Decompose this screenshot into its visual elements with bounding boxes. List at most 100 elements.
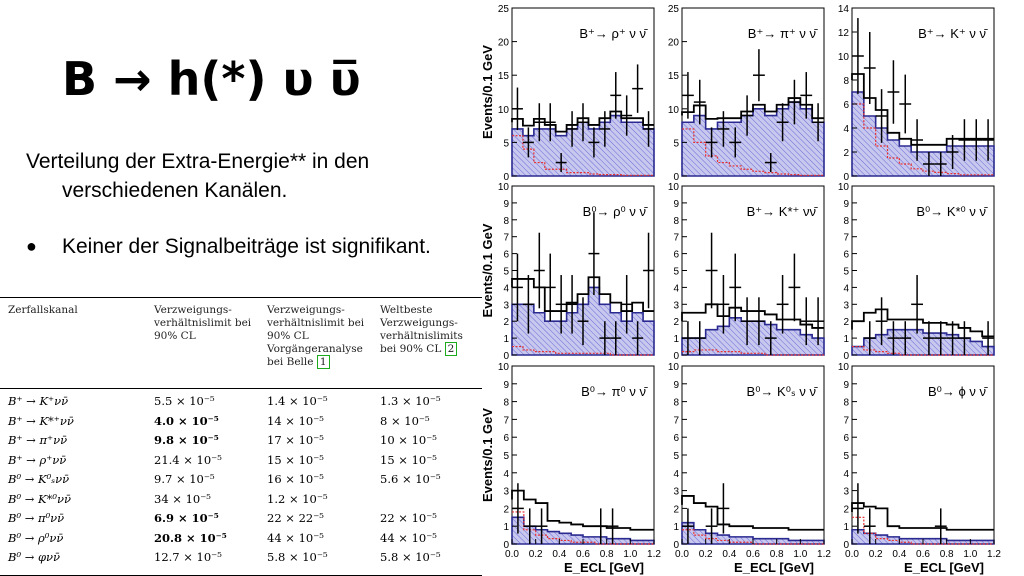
x-tick-label: 0.8: [940, 549, 954, 560]
intro-line-2: verschiedenen Kanälen.: [62, 179, 288, 202]
energy-distribution-figure: 0 5 10 15 20 25 B⁺→ ρ⁺ ν ν̄ Events/0.1 GeV 0 5 10 1…: [480, 0, 1024, 576]
y-tick-label: 0: [503, 172, 509, 183]
histogram-panel-6: 0 1 2 3 4 5 6 7 8 9 10 B⁰→ π⁰ ν ν̄ 0.0 0.2 0.4 0.6 0.8 1.…: [480, 362, 661, 575]
y-tick-label: 6: [843, 433, 849, 444]
y-tick-label: 5: [673, 451, 679, 462]
y-tick-label: 7: [503, 233, 509, 244]
signal-histogram: [512, 345, 654, 356]
y-tick-label: 10: [838, 362, 850, 373]
citation-link-1[interactable]: 1: [316, 355, 330, 369]
panel-title: B⁰→ ϕ ν ν̄: [928, 384, 988, 399]
y-tick-label: 9: [503, 199, 509, 210]
x-tick-label: 0.0: [675, 549, 689, 560]
y-tick-label: 4: [843, 283, 849, 294]
panel-title: B⁺→ K*⁺ νν̄: [747, 204, 818, 219]
y-tick-label: 8: [843, 216, 849, 227]
total-fit-line: [851, 308, 994, 338]
table-cell-previous: 22 × 22⁻⁵: [267, 511, 324, 525]
y-tick-label: 6: [843, 250, 849, 261]
panel-title: B⁰→ K⁰ₛ ν ν̄: [747, 384, 818, 399]
histogram-panel-2: 0 2 4 6 8 10 12 14 B⁺→ K⁺ ν ν̄: [838, 4, 995, 183]
table-cell-channel: B⁰ → π⁰νν̄: [8, 511, 65, 525]
y-tick-label: 0: [673, 172, 679, 183]
y-tick-label: 5: [673, 267, 679, 278]
table-cell-best: 22 × 10⁻⁵: [380, 511, 437, 525]
total-fit-line: [681, 495, 824, 531]
y-tick-label: 7: [843, 233, 849, 244]
y-tick-label: 6: [503, 433, 509, 444]
y-tick-label: 10: [498, 105, 510, 116]
table-cell-limit: 34 × 10⁻⁵: [154, 491, 211, 506]
table-cell-limit: 9.8 × 10⁻⁵: [154, 433, 219, 447]
y-tick-label: 1: [503, 522, 509, 533]
signal-histogram: [852, 516, 994, 545]
table-cell-previous: 17 × 10⁻⁵: [267, 433, 324, 447]
y-tick-label: 3: [673, 487, 679, 498]
table-cell-channel: B⁰ → K⁰ₛνν̄: [8, 472, 70, 486]
x-tick-label: 0.6: [746, 549, 760, 560]
panel-title: B⁰→ K*⁰ ν ν̄: [916, 204, 988, 219]
y-tick-label: 5: [673, 138, 679, 149]
signal-histogram: [852, 103, 994, 176]
y-tick-label: 0: [503, 540, 509, 551]
table-cell-best: 5.8 × 10⁻⁵: [380, 550, 441, 564]
y-tick-label: 5: [843, 451, 849, 462]
table-cell-channel: B⁰ → K*⁰νν̄: [8, 491, 71, 506]
x-axis-label: E_ECL [GeV]: [904, 560, 984, 575]
y-tick-label: 9: [673, 199, 679, 210]
y-tick-label: 2: [503, 504, 509, 515]
table-cell-limit: 4.0 × 10⁻⁵: [154, 413, 219, 428]
x-tick-label: 0.2: [869, 549, 883, 560]
histogram-panel-3: 0 1 2 3 4 5 6 7 8 9 10 B⁰→ ρ⁰ ν ν̄ Events/0.1 GeV: [480, 182, 655, 362]
y-tick-label: 10: [498, 182, 510, 193]
y-tick-label: 14: [838, 4, 850, 15]
intro-line-1: Verteilung der Extra-Energie** in den: [26, 150, 370, 173]
panel-title: B⁺→ π⁺ ν ν̄: [748, 26, 818, 41]
table-cell-previous: 1.2 × 10⁻⁵: [267, 491, 328, 506]
table-cell-channel: B⁺ → π⁺νν̄: [8, 433, 68, 447]
x-tick-label: 0.0: [845, 549, 859, 560]
y-tick-label: 4: [503, 469, 509, 480]
signal-histogram: [682, 529, 824, 545]
total-fit-line: [851, 73, 994, 146]
bullet-text: Keiner der Signalbeiträge ist signifikan…: [62, 235, 431, 258]
intro-text: Verteilung der Extra-Energie** in den ve…: [26, 147, 466, 205]
y-tick-label: 10: [668, 105, 680, 116]
y-tick-label: 10: [668, 362, 680, 373]
table-cell-limit: 6.9 × 10⁻⁵: [154, 511, 219, 525]
x-tick-label: 1.0: [963, 549, 977, 560]
table-cell-previous: 16 × 10⁻⁵: [267, 472, 324, 486]
table-top-rule: [0, 297, 482, 298]
bullet-dot-icon: ●: [26, 236, 37, 256]
histogram-panel-0: 0 5 10 15 20 25 B⁺→ ρ⁺ ν ν̄ Events/0.1 GeV: [480, 4, 655, 183]
y-tick-label: 6: [503, 250, 509, 261]
x-tick-label: 1.2: [817, 549, 831, 560]
table-cell-best: 15 × 10⁻⁵: [380, 452, 437, 467]
total-fit-line: [511, 276, 654, 312]
header-best-text: Weltbeste Verzweigungs-verhältnislimits …: [380, 304, 463, 355]
y-tick-label: 4: [843, 124, 849, 135]
y-tick-label: 3: [503, 300, 509, 311]
y-tick-label: 1: [843, 522, 849, 533]
bullet-item: ● Keiner der Signalbeiträge ist signifik…: [26, 232, 466, 261]
y-tick-label: 6: [673, 433, 679, 444]
y-tick-label: 20: [498, 38, 510, 49]
y-tick-label: 3: [843, 487, 849, 498]
y-tick-label: 8: [503, 216, 509, 227]
y-tick-label: 4: [673, 469, 679, 480]
table-cell-previous: 5.8 × 10⁻⁵: [267, 550, 328, 564]
y-tick-label: 9: [843, 199, 849, 210]
y-tick-label: 2: [843, 148, 849, 159]
panel-title: B⁰→ π⁰ ν ν̄: [581, 384, 648, 399]
citation-link-2[interactable]: 2: [444, 342, 458, 356]
y-tick-label: 4: [503, 283, 509, 294]
panel-title: B⁺→ K⁺ ν ν̄: [918, 26, 988, 41]
header-channel: Zerfallskanal: [8, 304, 78, 316]
x-tick-label: 0.4: [892, 549, 906, 560]
x-tick-label: 0.8: [600, 549, 614, 560]
y-tick-label: 2: [843, 504, 849, 515]
x-tick-label: 1.2: [647, 549, 661, 560]
y-tick-label: 1: [673, 522, 679, 533]
y-tick-label: 9: [673, 380, 679, 391]
signal-histogram: [512, 135, 654, 176]
